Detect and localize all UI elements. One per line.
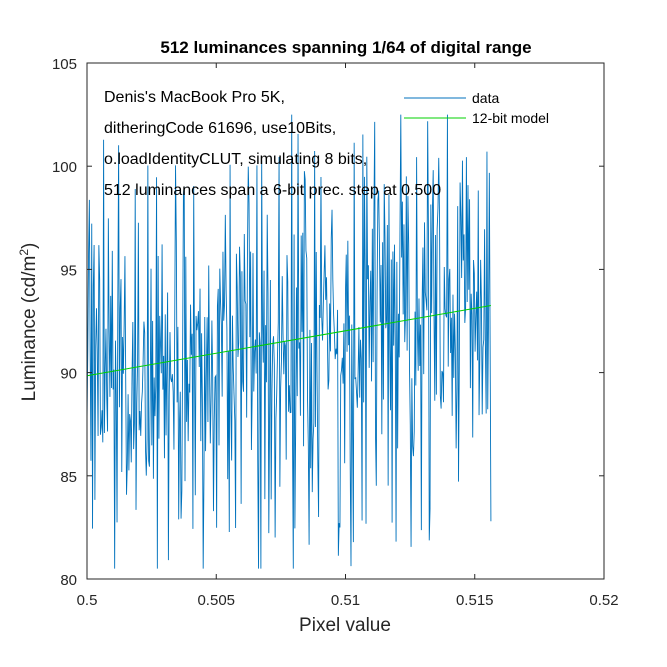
x-tick-label: 0.52 [589,592,618,609]
y-tick-label: 90 [60,366,77,383]
legend-label-data: data [472,90,499,106]
annotation-line-1: Denis's MacBook Pro 5K, [104,89,285,106]
axis-ticks [86,62,605,580]
legend: data 12-bit model [404,90,549,126]
y-tick-label: 95 [60,262,77,279]
x-tick-label: 0.51 [331,592,360,609]
y-axis-label-superscript: 2 [17,249,31,256]
model-series-line [86,305,491,377]
y-tick-label: 100 [52,159,77,176]
y-tick-label: 105 [52,56,77,73]
y-tick-label: 85 [60,469,77,486]
y-axis-label: Luminance (cd/m2) [17,243,40,402]
annotation-line-3: o.loadIdentityCLUT, simulating 8 bits, [104,151,367,168]
x-axis-label: Pixel value [299,615,391,636]
data-series-line-group [86,114,492,569]
x-tick-label: 0.5 [77,592,98,609]
data-series-line [86,114,492,569]
y-tick-label: 80 [60,572,77,589]
plot-area [86,114,492,569]
y-axis-label-main: Luminance (cd/m [19,256,40,402]
annotation-line-4: 512 luminances span a 6-bit prec. step a… [104,182,441,199]
legend-label-model: 12-bit model [472,110,549,126]
x-tick-label: 0.505 [197,592,235,609]
x-tick-label: 0.515 [456,592,494,609]
model-series-line-group [86,305,491,377]
annotation-text: Denis's MacBook Pro 5K, ditheringCode 61… [104,89,441,199]
annotation-line-2: ditheringCode 61696, use10Bits, [104,120,336,137]
chart-title: 512 luminances spanning 1/64 of digital … [160,38,531,57]
y-axis-label-close: ) [19,243,40,249]
axis-tick-labels: 0.5 0.505 0.51 0.515 0.52 80 85 90 95 100 105 [52,56,619,609]
